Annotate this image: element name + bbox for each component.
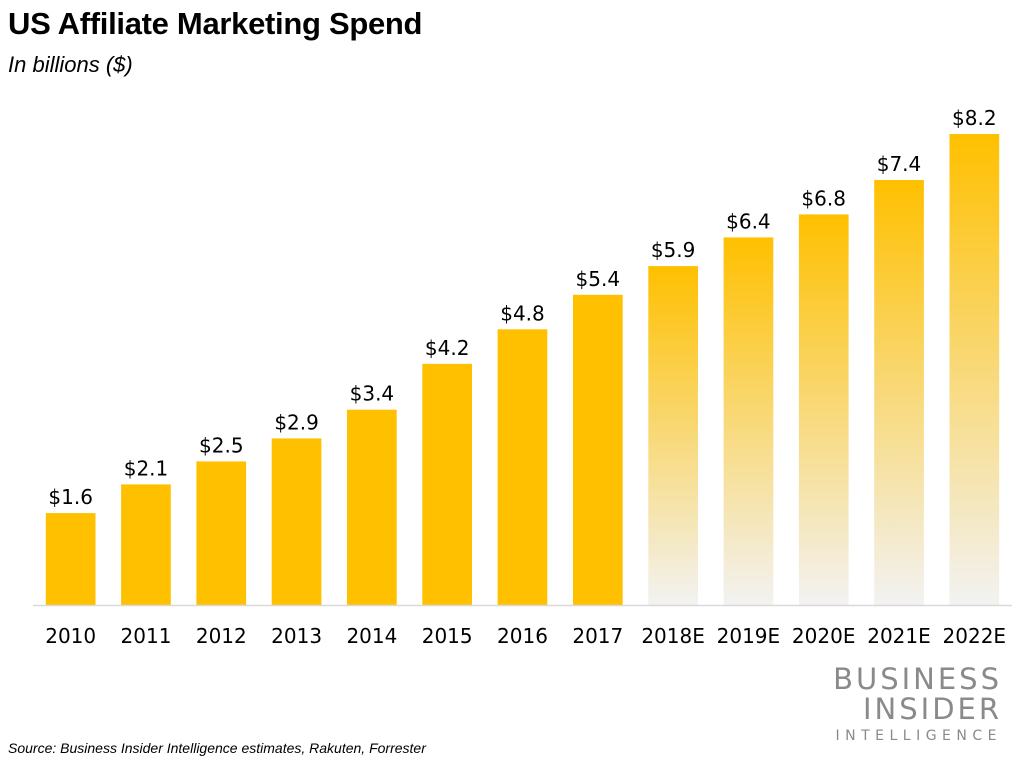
- logo-line-intelligence: INTELLIGENCE: [835, 728, 1002, 744]
- bar-2013: [271, 438, 322, 605]
- x-tick-label-2014: 2014: [346, 624, 397, 648]
- value-label-2018E: $5.9: [651, 238, 696, 262]
- value-label-2017: $5.4: [576, 267, 621, 291]
- bar-2020E: [798, 214, 849, 605]
- bar-2015: [422, 363, 472, 605]
- value-label-2014: $3.4: [350, 382, 395, 406]
- x-tick-label-2012: 2012: [196, 624, 247, 648]
- x-tick-label-2016: 2016: [497, 624, 548, 648]
- x-tick-label-2020E: 2020E: [792, 624, 856, 648]
- bar-2021E: [874, 180, 924, 605]
- value-label-2016: $4.8: [500, 301, 545, 325]
- value-label-2019E: $6.4: [726, 209, 771, 233]
- chart-title: US Affiliate Marketing Spend: [8, 6, 423, 41]
- value-label-2010: $1.6: [48, 485, 93, 509]
- bar-2011: [121, 484, 171, 605]
- x-tick-label-2015: 2015: [422, 624, 473, 648]
- bar-2014: [347, 409, 397, 605]
- x-tick-label-2022E: 2022E: [943, 624, 1007, 648]
- value-label-2012: $2.5: [199, 433, 244, 457]
- x-tick-label-2018E: 2018E: [641, 624, 705, 648]
- x-tick-label-2019E: 2019E: [717, 624, 781, 648]
- bar-2012: [196, 461, 247, 605]
- value-label-2020E: $6.8: [801, 186, 846, 210]
- bar-2022E: [949, 134, 1000, 605]
- value-label-2021E: $7.4: [877, 152, 922, 176]
- x-tick-label-2013: 2013: [271, 624, 322, 648]
- logo-line-business: BUSINESS: [833, 662, 1002, 696]
- x-tick-label-2011: 2011: [121, 624, 172, 648]
- bar-2018E: [648, 266, 698, 605]
- business-insider-intelligence-logo: BUSINESS INSIDER INTELLIGENCE: [833, 664, 1002, 746]
- value-label-2011: $2.1: [124, 456, 169, 480]
- x-tick-label-2021E: 2021E: [867, 624, 931, 648]
- bar-2016: [497, 329, 548, 605]
- source-note: Source: Business Insider Intelligence es…: [8, 740, 426, 756]
- x-tick-label-2010: 2010: [45, 624, 96, 648]
- x-tick-label-2017: 2017: [572, 624, 623, 648]
- bar-2019E: [723, 237, 774, 605]
- bar-2010: [45, 513, 96, 605]
- value-label-2015: $4.2: [425, 336, 470, 360]
- bar-2017: [573, 294, 623, 605]
- chart-subtitle: In billions ($): [8, 52, 133, 77]
- logo-line-insider: INSIDER: [862, 692, 1002, 726]
- value-label-2022E: $8.2: [952, 106, 997, 130]
- value-label-2013: $2.9: [274, 410, 319, 434]
